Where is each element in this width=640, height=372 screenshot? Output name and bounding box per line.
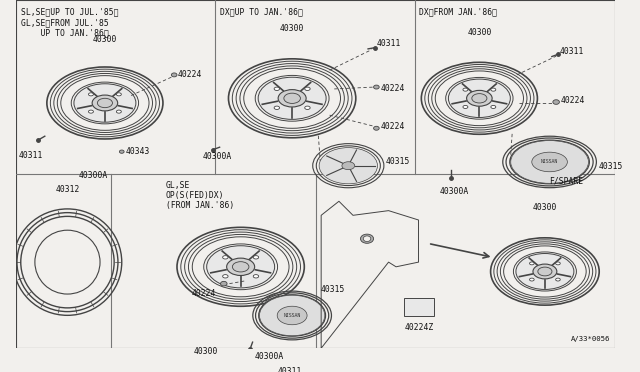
Text: F/SPARE: F/SPARE <box>550 176 584 185</box>
Ellipse shape <box>223 275 228 278</box>
Text: A/33*0056: A/33*0056 <box>571 336 611 342</box>
Text: 40311: 40311 <box>376 39 401 48</box>
Ellipse shape <box>257 77 327 120</box>
Ellipse shape <box>305 87 310 90</box>
Ellipse shape <box>73 83 137 123</box>
Ellipse shape <box>511 141 588 183</box>
Ellipse shape <box>116 110 122 113</box>
Text: 40311: 40311 <box>560 47 584 56</box>
Text: 40300: 40300 <box>532 203 557 212</box>
Ellipse shape <box>538 267 552 276</box>
Ellipse shape <box>274 106 280 109</box>
Text: 40224: 40224 <box>561 96 585 105</box>
Text: GL,SE
OP(S(FED)DX)
(FROM JAN.'86): GL,SE OP(S(FED)DX) (FROM JAN.'86) <box>166 181 234 211</box>
FancyBboxPatch shape <box>404 298 435 317</box>
Ellipse shape <box>463 88 468 91</box>
Text: 40315: 40315 <box>386 157 410 166</box>
Text: SL,SE〈UP TO JUL.'85〉
GL,SE〈FROM JUL.'85
    UP TO JAN.'86〉: SL,SE〈UP TO JUL.'85〉 GL,SE〈FROM JUL.'85 … <box>20 7 118 37</box>
Ellipse shape <box>284 93 300 103</box>
Text: 40343: 40343 <box>125 147 150 156</box>
Ellipse shape <box>232 262 249 272</box>
Ellipse shape <box>447 78 511 118</box>
Text: 40224: 40224 <box>178 70 202 79</box>
Text: 40300: 40300 <box>467 28 492 37</box>
Ellipse shape <box>120 150 124 153</box>
Ellipse shape <box>205 245 276 289</box>
Ellipse shape <box>342 162 355 170</box>
Ellipse shape <box>274 87 280 90</box>
Ellipse shape <box>253 275 259 278</box>
Text: 40315: 40315 <box>320 285 344 294</box>
Ellipse shape <box>467 90 492 106</box>
Ellipse shape <box>35 230 100 294</box>
Ellipse shape <box>172 73 177 77</box>
Ellipse shape <box>277 306 307 325</box>
Ellipse shape <box>529 278 534 281</box>
Text: 40224: 40224 <box>381 84 406 93</box>
Ellipse shape <box>374 85 380 89</box>
Text: 40312: 40312 <box>55 185 79 193</box>
Text: 40311: 40311 <box>278 367 303 372</box>
Text: 40315: 40315 <box>598 162 623 171</box>
Ellipse shape <box>491 88 496 91</box>
Ellipse shape <box>278 90 306 107</box>
Ellipse shape <box>556 262 560 265</box>
Text: 40300: 40300 <box>194 347 218 356</box>
Ellipse shape <box>227 258 255 276</box>
Ellipse shape <box>88 93 93 96</box>
Ellipse shape <box>472 94 487 103</box>
Ellipse shape <box>556 278 560 281</box>
Ellipse shape <box>374 126 380 130</box>
Ellipse shape <box>88 110 93 113</box>
Text: 40300A: 40300A <box>79 171 108 180</box>
Text: 40300A: 40300A <box>202 152 232 161</box>
Text: 40300A: 40300A <box>440 187 469 196</box>
Ellipse shape <box>360 234 374 243</box>
Text: 40300: 40300 <box>93 35 117 44</box>
Text: 40311: 40311 <box>19 151 43 160</box>
Text: 40224Z: 40224Z <box>405 323 434 332</box>
Ellipse shape <box>553 100 559 104</box>
Ellipse shape <box>533 264 557 279</box>
Ellipse shape <box>305 106 310 109</box>
Ellipse shape <box>515 253 575 290</box>
Ellipse shape <box>463 105 468 109</box>
Text: 40300: 40300 <box>280 23 305 33</box>
Ellipse shape <box>259 295 324 336</box>
Text: 40224: 40224 <box>192 289 216 298</box>
Ellipse shape <box>92 95 118 111</box>
Ellipse shape <box>221 281 227 286</box>
Text: DX〈FROM JAN.'86〉: DX〈FROM JAN.'86〉 <box>419 7 497 16</box>
Ellipse shape <box>491 105 496 109</box>
Text: NISSAN: NISSAN <box>541 160 558 164</box>
Ellipse shape <box>529 262 534 265</box>
Text: 40224: 40224 <box>381 122 406 131</box>
Text: DX〈UP TO JAN.'86〉: DX〈UP TO JAN.'86〉 <box>220 7 303 16</box>
Ellipse shape <box>223 256 228 259</box>
Ellipse shape <box>319 148 378 184</box>
Ellipse shape <box>97 98 113 108</box>
Ellipse shape <box>364 236 371 241</box>
Ellipse shape <box>116 93 122 96</box>
Ellipse shape <box>532 152 568 172</box>
Text: NISSAN: NISSAN <box>284 313 301 318</box>
Ellipse shape <box>253 256 259 259</box>
Text: 40300A: 40300A <box>255 352 284 361</box>
